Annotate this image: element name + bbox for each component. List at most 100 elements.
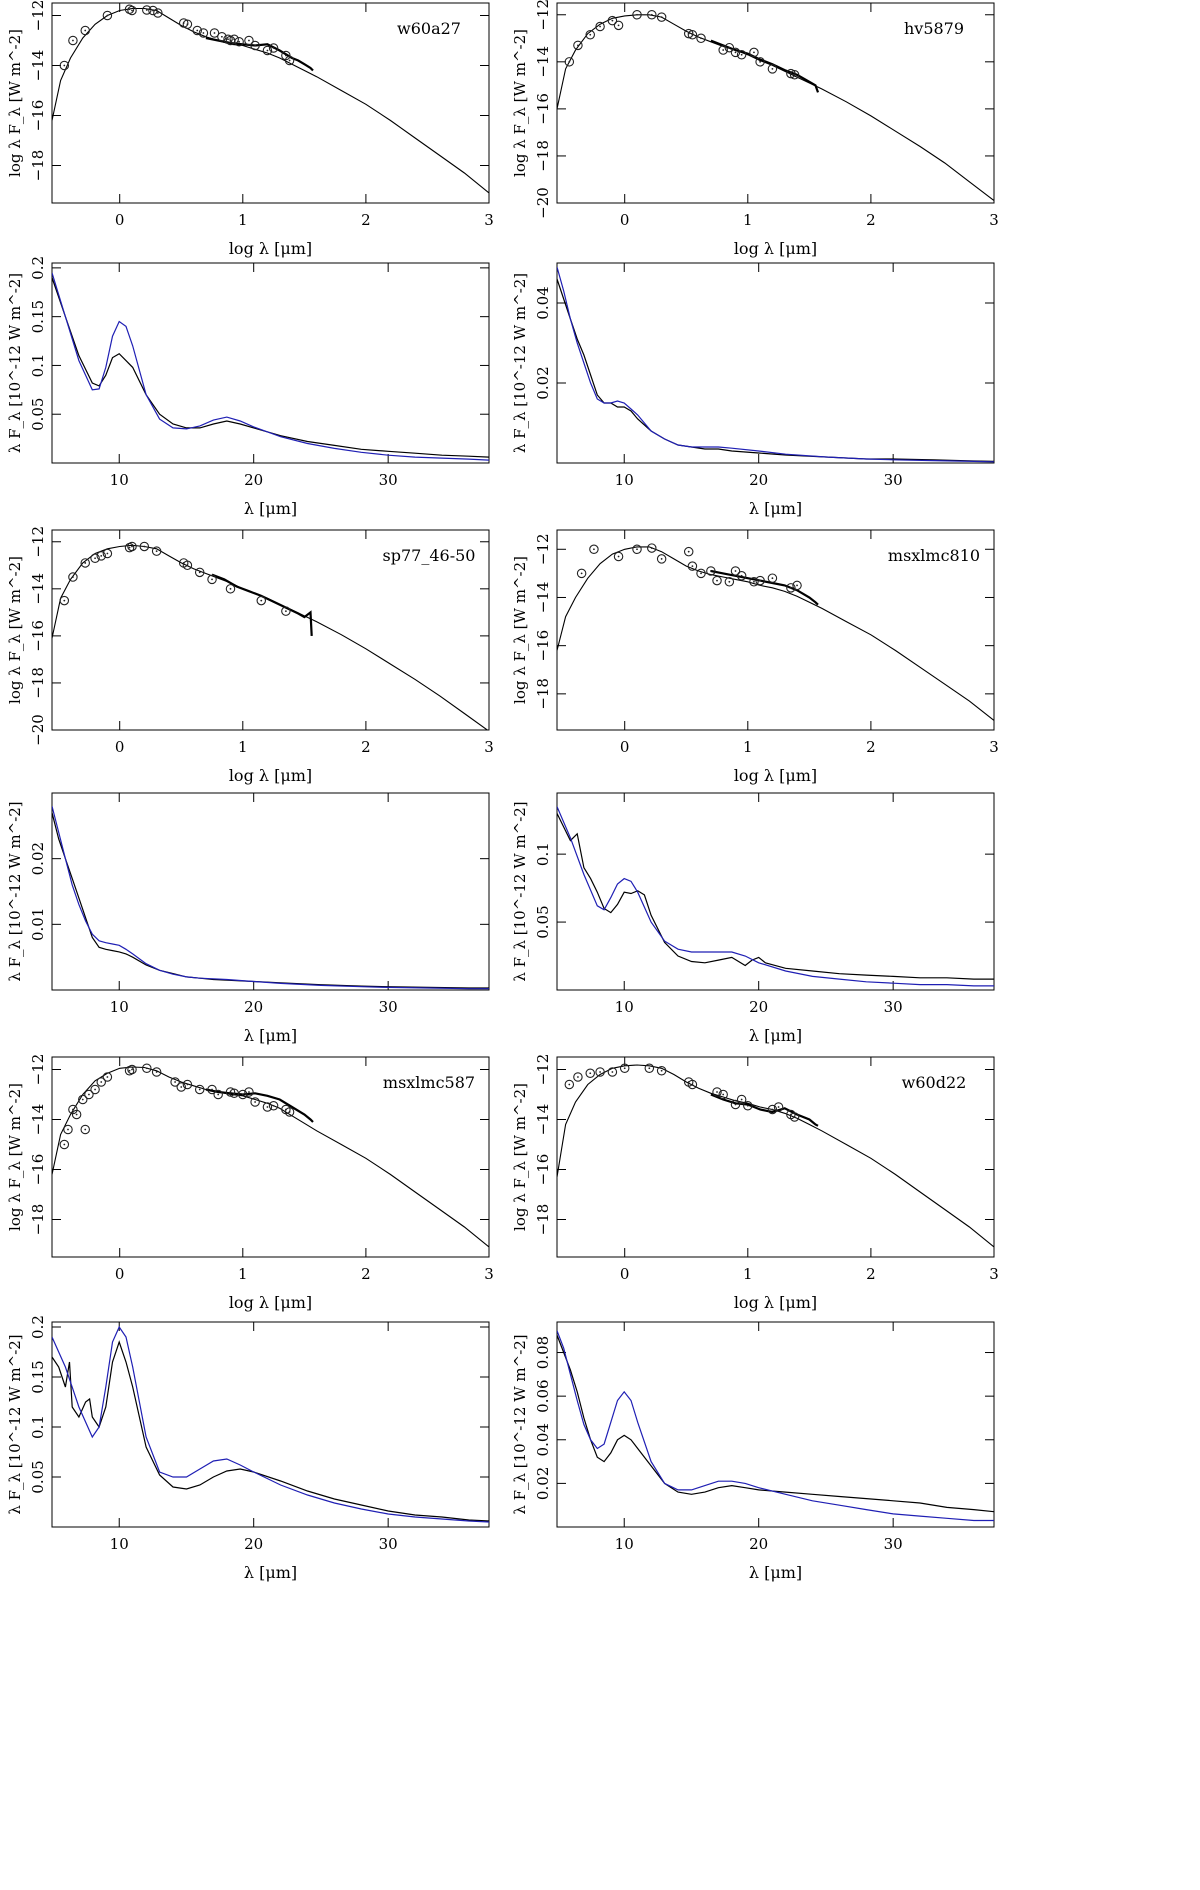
x-tick-label: 0: [115, 1265, 125, 1283]
photometry-point: [262, 1102, 273, 1112]
photometry-point-center: [568, 1083, 571, 1086]
x-tick-label: 30: [884, 1535, 903, 1553]
photometry-point: [182, 1079, 193, 1090]
panel-7: 10 20 30 0.01 0.02 λ [μm] λ F_λ [10^-12 W m^-2…: [6, 792, 490, 1045]
photometry-point-center: [580, 572, 583, 575]
x-tick-label: 3: [484, 211, 494, 229]
x-tick-label: 1: [743, 738, 753, 756]
object-name-label: hv5879: [904, 19, 964, 38]
photometry-point-center: [740, 53, 743, 56]
y-tick-label: 0.15: [29, 300, 47, 333]
photometry-point-center: [94, 557, 96, 560]
plot-area: [52, 805, 489, 990]
plot-area: [557, 10, 994, 202]
photometry-point: [656, 1066, 667, 1076]
photometry-point: [127, 1064, 137, 1075]
photometry-point-center: [660, 1069, 663, 1072]
y-tick-label: −14: [29, 50, 47, 82]
photometry-point: [71, 1109, 82, 1120]
photometry-point-center: [288, 59, 291, 62]
photometry-point: [96, 551, 106, 561]
photometry-point: [696, 568, 706, 579]
photometry-point: [250, 1097, 260, 1107]
photometry-point: [749, 47, 759, 58]
y-tick-label: 0.05: [29, 1460, 47, 1493]
x-tick-label: 30: [884, 998, 903, 1016]
photometry-point-center: [202, 32, 205, 34]
y-tick-label: 0.04: [534, 286, 552, 319]
photometry-point-center: [213, 32, 216, 34]
photometry-point: [151, 1067, 162, 1077]
photometry-point-center: [753, 580, 755, 583]
photometry-point-center: [131, 545, 133, 548]
photometry-point-center: [72, 1108, 74, 1111]
plot-frame: [556, 529, 995, 731]
plot-frame: [51, 529, 490, 731]
plot-frame: [556, 792, 995, 991]
y-tick-label: 0.2: [29, 256, 47, 280]
x-axis-label: λ [μm]: [749, 1026, 802, 1045]
photometry-point-center: [186, 23, 189, 26]
photometry-point-center: [186, 564, 189, 567]
x-tick-label: 10: [110, 1535, 129, 1553]
y-tick-label: 0.05: [534, 905, 552, 938]
photometry-point: [632, 10, 642, 20]
photometry-point: [589, 544, 599, 555]
photometry-point: [96, 1077, 106, 1087]
photometry-point: [90, 1084, 100, 1095]
photometry-point-center: [617, 24, 620, 27]
photometry-point: [736, 571, 747, 581]
panel-12: 10 20 30 0.02 0.04 0.06 0.08 λ [μm] λ F_λ [10^-1…: [511, 1321, 995, 1582]
photometry-point-center: [793, 73, 796, 76]
photometry-point: [142, 5, 152, 15]
photometry-point: [207, 1084, 217, 1095]
model-sed-line: [557, 546, 994, 721]
photometry-point-center: [577, 44, 579, 47]
photometry-point-center: [145, 9, 148, 11]
photometry-point: [234, 36, 244, 47]
photometry-point-center: [72, 576, 74, 578]
x-axis-label: log λ [μm]: [229, 239, 312, 258]
photometry-point: [730, 566, 741, 576]
x-axis-label: log λ [μm]: [229, 766, 312, 785]
photometry-point-center: [734, 570, 737, 572]
photometry-point: [102, 10, 113, 21]
photometry-point-center: [241, 1093, 244, 1096]
plot-area: [52, 272, 489, 461]
photometry-point-center: [660, 558, 663, 560]
photometry-point: [786, 68, 796, 79]
photometry-point-center: [716, 579, 718, 582]
photometry-point: [207, 574, 217, 585]
panel-4: 10 20 30 0.02 0.04 λ [μm] λ F_λ [10^-12 W m^-2…: [511, 262, 995, 518]
photometry-point: [749, 577, 759, 587]
photometry-point-center: [156, 12, 159, 14]
photometry-point-center: [648, 1067, 651, 1070]
plot-area: [557, 1330, 994, 1522]
x-tick-label: 2: [361, 1265, 371, 1283]
plot-area: [52, 4, 489, 194]
photometry-point: [573, 40, 583, 51]
plot-area: [52, 1063, 489, 1248]
photometry-point: [613, 20, 624, 31]
photometry-point-center: [100, 554, 103, 557]
y-tick-label: −16: [29, 1154, 47, 1186]
photometry-point-center: [284, 54, 287, 57]
photometry-point-center: [728, 46, 731, 49]
photometry-point: [225, 584, 236, 594]
photometry-point: [730, 47, 741, 58]
photometry-point-center: [789, 586, 792, 589]
photometry-point: [268, 43, 279, 53]
y-tick-label: −16: [534, 630, 552, 662]
x-tick-label: 1: [238, 211, 248, 229]
plot-frame: [556, 262, 995, 464]
x-tick-label: 30: [379, 471, 398, 489]
photometry-point-center: [759, 60, 762, 63]
plot-frame: [51, 2, 490, 204]
observed-spectrum-line: [211, 573, 313, 636]
photometry-point: [80, 558, 90, 568]
plot-frame: [556, 2, 995, 204]
photometry-point: [789, 70, 800, 80]
photometry-point-center: [260, 599, 263, 602]
photometry-point-center: [227, 38, 229, 41]
photometry-point-center: [233, 38, 236, 41]
